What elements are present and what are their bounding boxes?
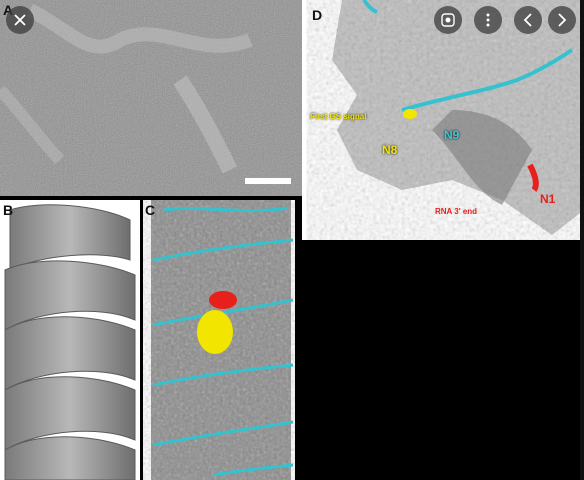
- panel-letter-c: C: [145, 202, 156, 218]
- panel-letter-d: D: [312, 7, 323, 23]
- closeup-panel-d: D First GS signal N8 N9 N1 RNA 3' end: [302, 0, 584, 240]
- more-options-button[interactable]: [474, 6, 502, 34]
- chevron-right-icon: [558, 13, 567, 27]
- chevron-left-icon: [523, 13, 532, 27]
- frame-border: [580, 0, 584, 480]
- micrograph-panel-a: A: [0, 0, 302, 196]
- surface-panel-c: C: [143, 200, 295, 480]
- lens-icon: [441, 13, 455, 27]
- close-icon: [14, 14, 26, 26]
- micrograph-image: [0, 0, 302, 196]
- rna-3-end-label: RNA 3' end: [435, 207, 478, 216]
- previous-image-button[interactable]: [514, 6, 542, 34]
- n1-label: N1: [540, 192, 556, 206]
- panel-letter-b: B: [3, 202, 14, 218]
- helix-surface-render: [0, 200, 140, 480]
- surface-panel-b: B: [0, 200, 140, 480]
- lens-button[interactable]: [434, 6, 462, 34]
- first-gs-signal-label: First GS signal: [310, 112, 367, 121]
- n8-label: N8: [382, 143, 398, 157]
- panel-letter-a: A: [3, 2, 14, 18]
- n9-label: N9: [444, 128, 460, 142]
- close-button[interactable]: [6, 6, 34, 34]
- helix-rna-render: [143, 200, 295, 480]
- more-vert-icon: [486, 13, 490, 27]
- next-image-button[interactable]: [548, 6, 576, 34]
- closeup-surface-render: [302, 0, 584, 240]
- scale-bar: [245, 178, 291, 184]
